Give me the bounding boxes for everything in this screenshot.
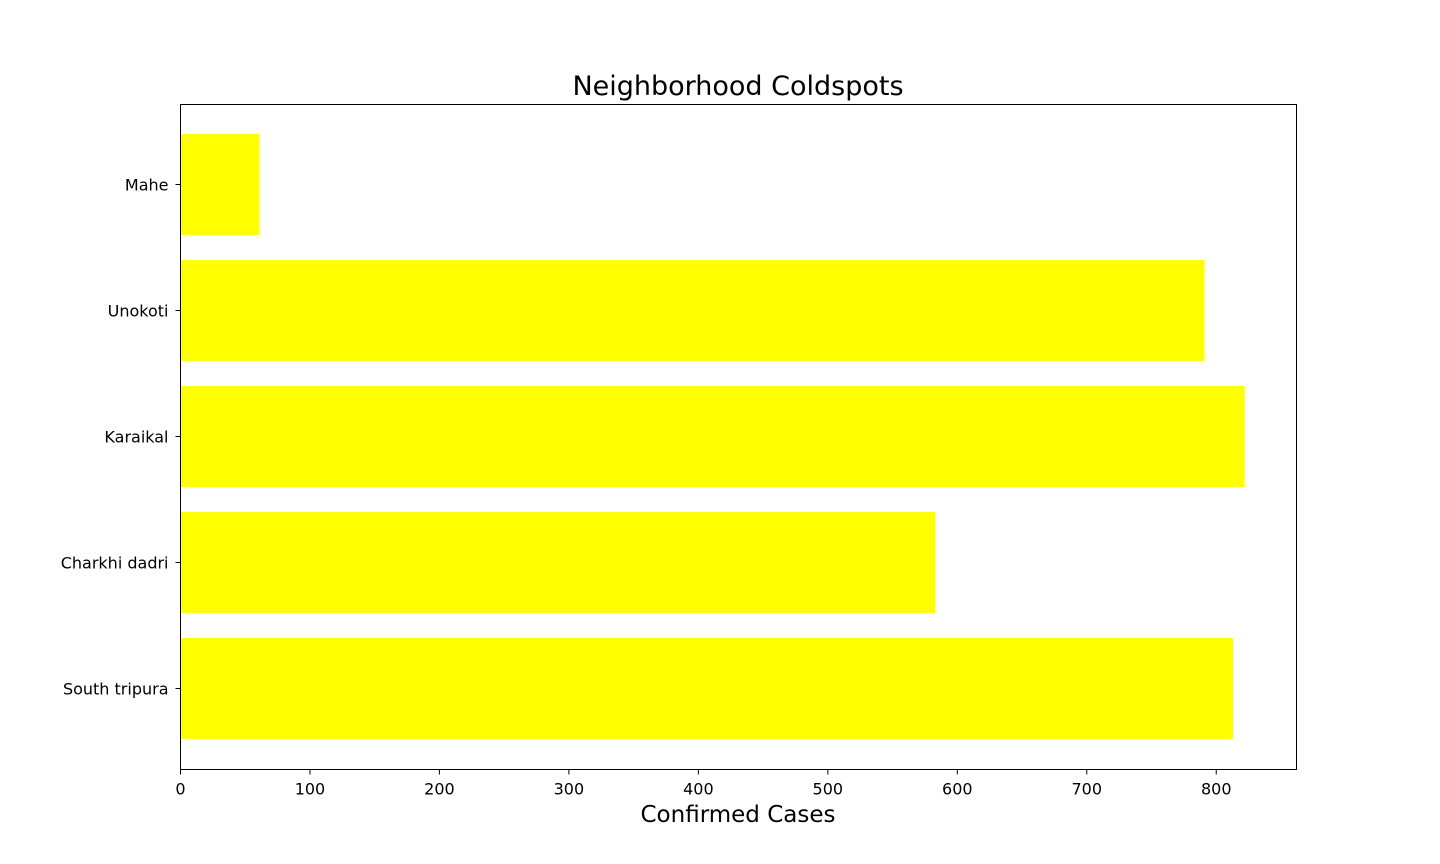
- x-tick-label-200: 200: [424, 780, 455, 799]
- y-tick-label-south-tripura: South tripura: [63, 680, 169, 699]
- x-tick-label-400: 400: [683, 780, 714, 799]
- x-tick-label-600: 600: [942, 780, 973, 799]
- x-axis-title: Confirmed Cases: [641, 802, 836, 828]
- y-axis: Mahe Unokoti Karaikal Charkhi dadri South tr…: [61, 176, 181, 699]
- x-tick-label-800: 800: [1201, 780, 1232, 799]
- x-tick-label-300: 300: [554, 780, 585, 799]
- x-tick-label-0: 0: [175, 780, 185, 799]
- bar-south-tripura: [180, 638, 1234, 739]
- y-tick-label-mahe: Mahe: [125, 176, 169, 195]
- y-tick-label-unokoti: Unokoti: [108, 302, 169, 321]
- x-axis: 0 100 200 300 400 500 600 700 800: [175, 769, 1232, 799]
- x-tick-label-100: 100: [295, 780, 326, 799]
- x-tick-label-700: 700: [1071, 780, 1102, 799]
- bar-karaikal: [180, 386, 1245, 487]
- y-tick-label-karaikal: Karaikal: [104, 428, 168, 447]
- plot-frame: [180, 104, 1297, 770]
- bars-group: [180, 134, 1245, 739]
- bar-mahe: [180, 134, 260, 235]
- x-tick-label-500: 500: [813, 780, 844, 799]
- bar-charkhi-dadri: [180, 512, 936, 613]
- chart-title: Neighborhood Coldspots: [572, 71, 903, 102]
- bar-unokoti: [180, 260, 1205, 361]
- y-tick-label-charkhi-dadri: Charkhi dadri: [61, 554, 169, 573]
